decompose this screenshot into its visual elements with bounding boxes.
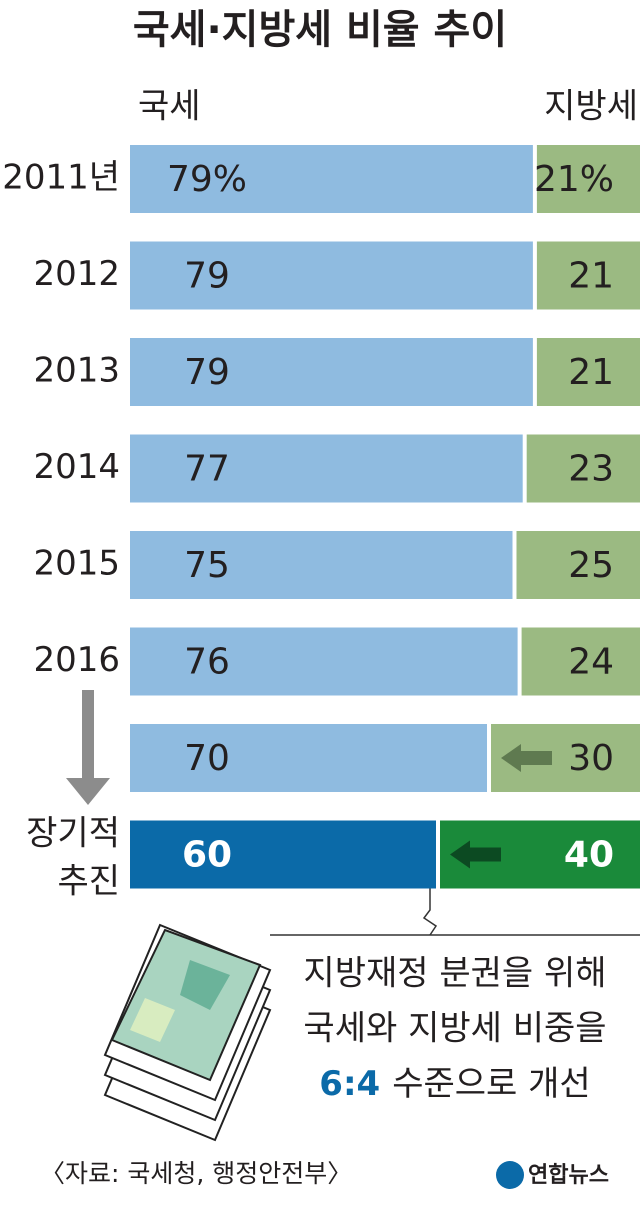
annotation-text: 6:4 수준으로 개선	[319, 1064, 590, 1104]
value-label: 24	[568, 642, 614, 683]
value-label: 21	[568, 256, 614, 297]
value-label: 21	[568, 352, 614, 393]
money-icon	[105, 925, 270, 1140]
value-label: 40	[564, 835, 614, 876]
category-label: 2014	[33, 447, 120, 487]
source: 〈자료: 국세청, 행정안전부〉	[40, 1159, 352, 1188]
value-label: 79	[184, 256, 230, 297]
category-label: 2012	[33, 254, 120, 294]
logo-icon	[496, 1161, 524, 1189]
callout-line	[424, 888, 436, 935]
value-label: 76	[184, 642, 230, 683]
bar-segment	[130, 821, 436, 889]
value-label: 79%	[167, 159, 247, 200]
value-label: 70	[184, 738, 230, 779]
series-header: 국세	[138, 87, 201, 127]
annotation-text: 지방재정 분권을 위해	[303, 954, 606, 994]
value-label: 77	[184, 449, 230, 490]
annotation-tail: 수준으로 개선	[392, 1064, 591, 1104]
annotation-highlight: 6:4	[319, 1064, 380, 1104]
shift-arrow-body	[520, 751, 552, 765]
value-label: 60	[182, 835, 232, 876]
value-label: 23	[568, 449, 614, 490]
series-header: 지방세	[544, 87, 638, 127]
category-label: 2011년	[2, 158, 120, 198]
category-label: 2016	[33, 640, 120, 680]
value-label: 30	[568, 738, 614, 779]
annotation-text: 국세와 지방세 비중을	[303, 1009, 606, 1049]
value-label: 75	[184, 545, 230, 586]
shift-arrow-body	[469, 848, 501, 862]
category-label: 2013	[33, 351, 120, 391]
category-label: 2015	[33, 544, 120, 584]
logo: 연합뉴스	[528, 1162, 609, 1188]
down-arrow	[66, 690, 110, 805]
chart-title: 국세·지방세 비율 추이	[133, 7, 507, 53]
value-label: 25	[568, 545, 614, 586]
value-label: 21%	[534, 159, 614, 200]
value-label: 79	[184, 352, 230, 393]
